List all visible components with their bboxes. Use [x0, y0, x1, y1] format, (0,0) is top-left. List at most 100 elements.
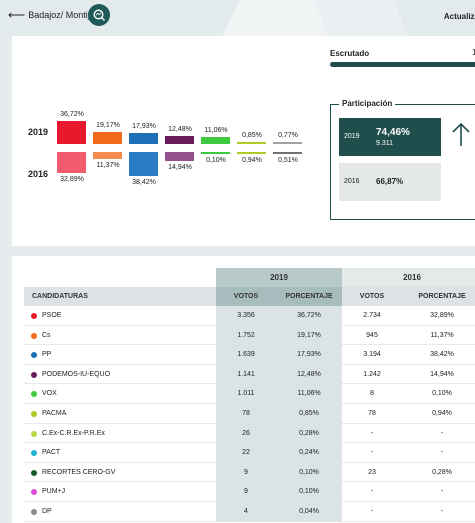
porcentaje-2016: - — [440, 507, 444, 515]
votos-2019: 26 — [216, 423, 276, 444]
table-row[interactable]: PODEMOS-IU-EQUO 1.141 12,48% 1.242 14,94% — [24, 364, 475, 385]
bar-2019-vox — [201, 137, 230, 144]
participacion-2016: 2016 66,87% — [339, 163, 441, 201]
candidatura-label: Cs — [42, 331, 51, 339]
participacion-year: 2016 — [344, 178, 360, 185]
candidatura-name: Cs — [24, 326, 216, 346]
bar-2016-psoe — [57, 152, 86, 173]
bar-2016-cs — [93, 152, 122, 160]
porcentaje-2019: 0,10% — [276, 482, 342, 502]
candidatura-label: PP — [42, 351, 52, 359]
candidatura-name: PACMA — [24, 404, 216, 424]
pct-label-2016: 0,94% — [242, 157, 262, 164]
pct-label-2016: 38,42% — [132, 179, 156, 186]
column-header-porcentaje-2019: PORCENTAJE — [276, 287, 342, 306]
bar-2016-pacma — [237, 152, 266, 154]
porcentaje-2016: 38,42% — [430, 351, 454, 359]
back-link[interactable]: ⟵ Badajoz/ Montijo — [8, 7, 95, 22]
porcentaje-2019: 0,24% — [276, 443, 342, 463]
column-header-porcentaje-2016: PORCENTAJE — [402, 287, 475, 306]
pct-label-2019: 36,72% — [60, 111, 84, 119]
votos-2016: 2.734 — [363, 312, 381, 319]
table-row[interactable]: DP 4 0,04% - - — [24, 501, 475, 522]
votos-2016: 3.194 — [363, 351, 381, 359]
votos-2019: 1.752 — [216, 325, 276, 346]
pct-label-2016: 0,10% — [206, 157, 226, 164]
back-arrow-icon: ⟵ — [8, 7, 26, 22]
porcentaje-2019: 0,85% — [276, 403, 342, 424]
participacion-2019: 2019 74,46% 9.311 — [339, 118, 441, 156]
pct-label-2019: 0,85% — [242, 132, 262, 139]
participacion-title: Participación — [339, 99, 396, 108]
table-row[interactable]: PACT 22 0,24% - - — [24, 443, 475, 463]
pct-label-2016: 32,89% — [60, 175, 84, 183]
update-button[interactable]: Actualiza — [443, 12, 475, 21]
votos-2019: 1.141 — [216, 364, 276, 385]
votos-2016: 1.242 — [363, 370, 381, 378]
pct-label-2019: 19,17% — [96, 122, 120, 130]
votos-2019: 78 — [216, 403, 276, 424]
results-table-body: PSOE 3.356 36,72% 2.734 32,89% Cs 1.752 19,17% 9… — [24, 306, 475, 522]
party-color-dot-icon — [31, 430, 37, 437]
votos-2016: - — [370, 507, 374, 515]
table-row[interactable]: C.Ex-C.R.Ex-P.R.Ex 26 0,28% - - — [24, 423, 475, 444]
table-row[interactable]: RECORTES CERO-GV 9 0,10% 23 0,28% — [24, 462, 475, 483]
candidatura-name: VOX — [24, 384, 216, 404]
table-row[interactable]: PACMA 78 0,85% 78 0,94% — [24, 403, 475, 424]
table-row[interactable]: PSOE 3.356 36,72% 2.734 32,89% — [24, 306, 475, 326]
bar-2019-pp — [129, 132, 158, 144]
bar-2016-vox — [201, 152, 230, 154]
bar-2019-podemos-iu-equo — [165, 136, 194, 144]
participacion-panel: Participación 2019 74,46% 9.311 2016 66,… — [330, 99, 475, 220]
votos-2019: 22 — [216, 443, 276, 463]
porcentaje-2016: 0,28% — [432, 468, 452, 476]
escrutado-value: 1 — [472, 48, 475, 57]
table-year-header-2016: 2016 — [342, 268, 475, 287]
candidatura-label: DP — [42, 507, 52, 515]
votos-2016: - — [370, 429, 374, 437]
candidatura-label: PUM+J — [42, 488, 66, 496]
bar-2019-pacma — [237, 142, 266, 144]
pct-label-2019: 17,93% — [132, 122, 156, 130]
votos-2019: 1.011 — [216, 384, 276, 404]
participacion-percent: 74,46% — [376, 127, 410, 138]
porcentaje-2016: - — [440, 429, 444, 437]
table-row[interactable]: PUM+J 9 0,10% - - — [24, 482, 475, 502]
candidatura-name: C.Ex-C.R.Ex-P.R.Ex — [24, 424, 216, 444]
votos-2019: 3.356 — [216, 306, 276, 326]
votos-2016: - — [370, 449, 374, 457]
party-color-dot-icon — [31, 450, 37, 457]
back-label: Badajoz/ Montijo — [28, 10, 95, 20]
arrow-up-icon — [452, 122, 470, 146]
column-header-candidaturas: CANDIDATURAS — [24, 287, 216, 306]
party-color-dot-icon — [31, 371, 37, 378]
votos-2019: 4 — [216, 501, 276, 522]
candidatura-label: RECORTES CERO-GV — [42, 468, 116, 476]
porcentaje-2016: 14,94% — [430, 370, 454, 378]
candidatura-label: VOX — [42, 390, 57, 398]
porcentaje-2019: 11,06% — [276, 384, 342, 404]
bar-2016-podemos-iu-equo — [165, 152, 194, 162]
porcentaje-2016: - — [440, 488, 444, 496]
bar-2019-cs — [93, 132, 122, 144]
votos-2019: 9 — [216, 482, 276, 502]
porcentaje-2019: 36,72% — [276, 306, 342, 326]
bar-2019-psoe — [57, 121, 86, 144]
porcentaje-2019: 0,04% — [276, 501, 342, 522]
header-band — [0, 0, 475, 40]
table-row[interactable]: PP 1.639 17,93% 3.194 38,42% — [24, 345, 475, 365]
party-color-dot-icon — [31, 508, 37, 515]
table-row[interactable]: VOX 1.011 11,06% 8 0,10% — [24, 384, 475, 404]
party-color-dot-icon — [31, 410, 37, 417]
summary-card: 2019 2016 36,72% 32,89% 19,17% 11,37% 17,93%… — [12, 36, 475, 246]
table-row[interactable]: Cs 1.752 19,17% 945 11,37% — [24, 325, 475, 346]
bar-2016-c-ex-c-r-ex-p-r-ex — [273, 152, 302, 154]
year-label-2016: 2016 — [28, 169, 49, 179]
votos-2016: 78 — [368, 409, 376, 417]
party-color-dot-icon — [31, 391, 37, 398]
votos-2019: 1.639 — [216, 345, 276, 365]
pct-label-2016: 0,51% — [278, 157, 298, 164]
candidatura-name: PUM+J — [24, 482, 216, 502]
app-logo-icon[interactable] — [88, 4, 110, 26]
porcentaje-2019: 12,48% — [276, 364, 342, 385]
